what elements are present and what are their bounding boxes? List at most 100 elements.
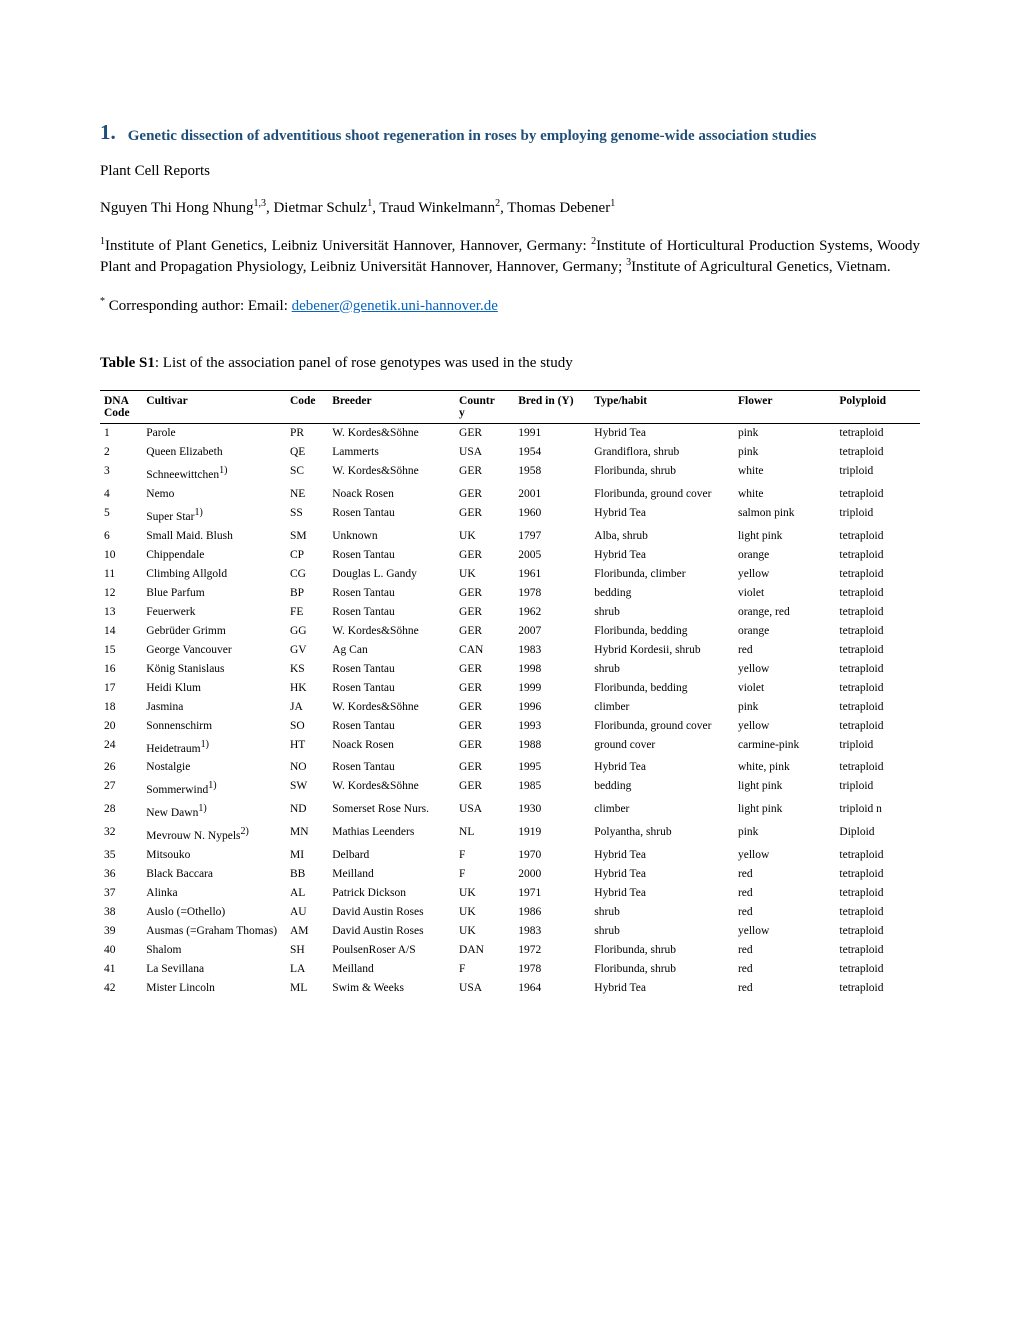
table-cell: GER xyxy=(455,484,514,503)
table-cell: shrub xyxy=(590,602,734,621)
table-row: 2Queen ElizabethQELammertsUSA1954Grandif… xyxy=(100,443,920,462)
table-cell: Floribunda, shrub xyxy=(590,940,734,959)
table-cell: W. Kordes&Söhne xyxy=(328,423,455,443)
table-cell: Grandiflora, shrub xyxy=(590,443,734,462)
table-row: 3Schneewittchen1)SCW. Kordes&SöhneGER195… xyxy=(100,462,920,485)
table-cell: UK xyxy=(455,883,514,902)
table-cell: David Austin Roses xyxy=(328,921,455,940)
table-cell: W. Kordes&Söhne xyxy=(328,621,455,640)
table-cell: Floribunda, ground cover xyxy=(590,484,734,503)
table-cell: red xyxy=(734,902,835,921)
table-row: 36Black BaccaraBBMeillandF2000Hybrid Tea… xyxy=(100,864,920,883)
table-cell: F xyxy=(455,845,514,864)
table-cell: pink xyxy=(734,443,835,462)
table-row: 16König StanislausKSRosen TantauGER1998s… xyxy=(100,659,920,678)
table-cell: GER xyxy=(455,621,514,640)
table-cell: orange, red xyxy=(734,602,835,621)
table-row: 13FeuerwerkFERosen TantauGER1962shrubora… xyxy=(100,602,920,621)
table-cell: tetraploid xyxy=(835,640,920,659)
table-cell: GER xyxy=(455,503,514,526)
table-cell: Hybrid Tea xyxy=(590,503,734,526)
table-row: 38Auslo (=Othello)AUDavid Austin RosesUK… xyxy=(100,902,920,921)
table-cell: Blue Parfum xyxy=(142,583,286,602)
table-cell: F xyxy=(455,959,514,978)
table-cell: HT xyxy=(286,735,328,758)
table-row: 4NemoNENoack RosenGER2001Floribunda, gro… xyxy=(100,484,920,503)
table-cell: George Vancouver xyxy=(142,640,286,659)
col-code: Code xyxy=(286,390,328,423)
table-cell: tetraploid xyxy=(835,845,920,864)
table-cell: USA xyxy=(455,800,514,823)
table-cell: 1991 xyxy=(514,423,590,443)
table-cell: KS xyxy=(286,659,328,678)
table-cell: tetraploid xyxy=(835,902,920,921)
table-cell: violet xyxy=(734,583,835,602)
table-cell: Hybrid Tea xyxy=(590,883,734,902)
table-cell: tetraploid xyxy=(835,864,920,883)
table-row: 42Mister LincolnMLSwim & WeeksUSA1964Hyb… xyxy=(100,978,920,997)
table-cell: triploid xyxy=(835,462,920,485)
table-cell: 1797 xyxy=(514,526,590,545)
table-cell: SM xyxy=(286,526,328,545)
col-cultivar: Cultivar xyxy=(142,390,286,423)
table-row: 35MitsoukoMIDelbardF1970Hybrid Teayellow… xyxy=(100,845,920,864)
email-link[interactable]: debener@genetik.uni-hannover.de xyxy=(292,298,498,314)
table-cell: bedding xyxy=(590,777,734,800)
table-cell: Sonnenschirm xyxy=(142,716,286,735)
table-cell: NO xyxy=(286,758,328,777)
table-cell: tetraploid xyxy=(835,697,920,716)
table-cell: 5 xyxy=(100,503,142,526)
table-cell: Hybrid Tea xyxy=(590,864,734,883)
table-cell: Swim & Weeks xyxy=(328,978,455,997)
table-cell: tetraploid xyxy=(835,545,920,564)
table-cell: red xyxy=(734,640,835,659)
table-cell: 1954 xyxy=(514,443,590,462)
table-row: 32Mevrouw N. Nypels2)MNMathias LeendersN… xyxy=(100,823,920,846)
table-cell: DAN xyxy=(455,940,514,959)
table-cell: Somerset Rose Nurs. xyxy=(328,800,455,823)
table-row: 15George VancouverGVAg CanCAN1983Hybrid … xyxy=(100,640,920,659)
table-cell: Mathias Leenders xyxy=(328,823,455,846)
table-cell: Queen Elizabeth xyxy=(142,443,286,462)
table-cell: Ag Can xyxy=(328,640,455,659)
table-cell: HK xyxy=(286,678,328,697)
table-cell: König Stanislaus xyxy=(142,659,286,678)
table-cell: 32 xyxy=(100,823,142,846)
table-cell: yellow xyxy=(734,564,835,583)
table-row: 6Small Maid. BlushSMUnknownUK1797Alba, s… xyxy=(100,526,920,545)
corresponding-star: * xyxy=(100,296,105,307)
table-cell: SS xyxy=(286,503,328,526)
table-cell: USA xyxy=(455,978,514,997)
table-cell: AL xyxy=(286,883,328,902)
table-cell: Climbing Allgold xyxy=(142,564,286,583)
table-cell: 2007 xyxy=(514,621,590,640)
table-cell: 1985 xyxy=(514,777,590,800)
table-cell: NE xyxy=(286,484,328,503)
table-cell: SW xyxy=(286,777,328,800)
table-cell: MI xyxy=(286,845,328,864)
table-cell: Rosen Tantau xyxy=(328,758,455,777)
table-row: 39Ausmas (=Graham Thomas)AMDavid Austin … xyxy=(100,921,920,940)
table-cell: UK xyxy=(455,564,514,583)
table-cell: Rosen Tantau xyxy=(328,716,455,735)
table-cell: UK xyxy=(455,902,514,921)
table-cell: Noack Rosen xyxy=(328,735,455,758)
table-cell: Floribunda, ground cover xyxy=(590,716,734,735)
table-cell: Floribunda, shrub xyxy=(590,959,734,978)
table-cell: shrub xyxy=(590,921,734,940)
table-cell: USA xyxy=(455,443,514,462)
table-cell: 36 xyxy=(100,864,142,883)
table-cell: Parole xyxy=(142,423,286,443)
table-cell: yellow xyxy=(734,659,835,678)
table-cell: SO xyxy=(286,716,328,735)
table-cell: tetraploid xyxy=(835,484,920,503)
affiliations: 1Institute of Plant Genetics, Leibniz Un… xyxy=(100,235,920,278)
table-cell: LA xyxy=(286,959,328,978)
table-cell: tetraploid xyxy=(835,602,920,621)
table-cell: GER xyxy=(455,735,514,758)
table-cell: 1993 xyxy=(514,716,590,735)
table-cell: 1960 xyxy=(514,503,590,526)
table-row: 10ChippendaleCPRosen TantauGER2005Hybrid… xyxy=(100,545,920,564)
table-cell: 27 xyxy=(100,777,142,800)
table-cell: 1970 xyxy=(514,845,590,864)
